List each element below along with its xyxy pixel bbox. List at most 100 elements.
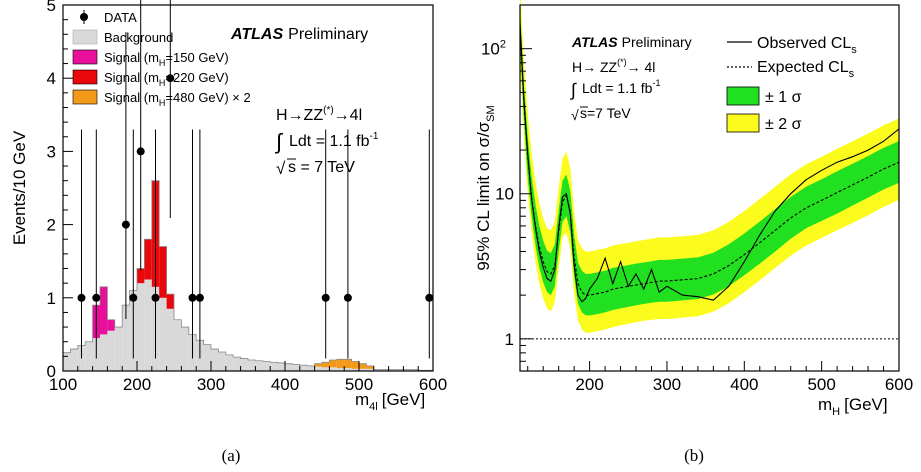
a-bar-bg-1 xyxy=(70,349,78,371)
a-x-axis-label: m4l [GeV] xyxy=(355,390,425,413)
a-bar-bg-23 xyxy=(233,357,241,371)
b-band-1sigma xyxy=(520,8,899,316)
a-histogram-bars xyxy=(62,180,433,371)
a-legend-sig150: Signal (mH=150 GeV) xyxy=(104,50,229,68)
a-x-tick-label-0: 100 xyxy=(49,375,77,394)
b-plot-frame xyxy=(519,4,900,372)
a-process-label: H→ZZ(*)→4l xyxy=(276,105,362,124)
a-bar-bg-31 xyxy=(292,364,300,371)
b-legend-band2-swatch xyxy=(726,113,760,133)
a-x-tick-label-1: 200 xyxy=(123,375,151,394)
a-data-point-4 xyxy=(136,147,145,156)
b-y-tick-label-2: 102 xyxy=(481,39,506,59)
panel-b-limit: 200 300 400 500 600 1 10 102 95% CL limit on σ/… xyxy=(474,0,913,418)
a-data-point-0 xyxy=(77,293,86,302)
a-bar-bg-24 xyxy=(240,358,248,371)
a-bar-bg-42 xyxy=(373,369,382,371)
a-bar-bg-29 xyxy=(277,362,285,371)
a-y-tick-label-5: 5 xyxy=(47,0,56,15)
a-y-tick-label-4: 4 xyxy=(47,69,56,88)
a-data-point-10 xyxy=(343,293,352,302)
a-data-points xyxy=(77,0,434,359)
a-bar-bg-32 xyxy=(299,365,308,371)
b-x-tick-label-2: 400 xyxy=(730,375,758,394)
a-legend: DATA Background Signal (mH=150 GeV) Sign… xyxy=(72,10,251,108)
a-stack-outline xyxy=(62,180,433,371)
a-bar-bg-33 xyxy=(307,365,315,371)
a-bar-bg-7 xyxy=(114,327,123,371)
a-bar-s480-37 xyxy=(336,359,345,369)
a-bar-bg-34 xyxy=(314,366,322,371)
b-legend-expected: Expected CLs xyxy=(757,59,855,80)
a-y-tick-label-3: 3 xyxy=(47,142,56,161)
a-legend-background-swatch xyxy=(72,29,98,45)
b-integral-sign: ∫ xyxy=(569,80,577,100)
a-bar-bg-26 xyxy=(255,360,263,371)
b-legend-band2: ± 2 σ xyxy=(765,116,802,133)
a-data-point-2 xyxy=(121,220,130,229)
a-bar-bg-27 xyxy=(262,361,271,371)
b-band-2sigma xyxy=(520,0,899,333)
b-y-tick-label-0: 1 xyxy=(505,330,514,349)
b-expected-line xyxy=(519,27,900,296)
a-plot-frame xyxy=(62,4,434,372)
a-bar-bg-46 xyxy=(403,369,411,371)
b-limit-plot xyxy=(519,0,900,340)
a-energy-label: s = 7 TeV xyxy=(288,159,355,176)
a-bar-s220-10 xyxy=(137,268,145,284)
a-atlas-label: ATLAS Preliminary xyxy=(230,26,368,43)
b-legend: Observed CLs Expected CLs ± 1 σ ± 2 σ xyxy=(726,35,857,133)
a-y-axis-label: Events/10 GeV xyxy=(10,130,29,245)
a-bar-bg-25 xyxy=(248,360,256,371)
a-x-tick-label-4: 500 xyxy=(345,375,373,394)
b-energy-label: s=7 TeV xyxy=(580,105,631,121)
a-bar-bg-14 xyxy=(166,308,174,371)
a-bar-bg-20 xyxy=(211,349,219,371)
a-bar-bg-0 xyxy=(63,352,71,371)
a-bar-bg-40 xyxy=(359,368,367,371)
a-data-point-1 xyxy=(92,293,101,302)
b-lumi-label: Ldt = 1.1 fb-1 xyxy=(582,78,660,96)
a-legend-sig220-swatch xyxy=(72,69,98,85)
a-bar-s220-13 xyxy=(159,246,167,298)
a-bar-bg-16 xyxy=(181,327,189,371)
a-bar-s480-34 xyxy=(314,363,322,367)
a-bar-bg-44 xyxy=(388,369,396,371)
a-bar-bg-43 xyxy=(381,369,389,371)
a-bar-s480-38 xyxy=(344,359,352,369)
a-data-point-9 xyxy=(321,293,330,302)
panel-a-histogram: 100 200 300 400 500 600 0 1 2 3 4 5 Events/10 GeV m… xyxy=(10,0,447,413)
a-bar-bg-15 xyxy=(174,319,182,371)
b-observed-line xyxy=(519,23,900,303)
a-legend-data: DATA xyxy=(104,10,137,25)
a-x-tick-label-3: 400 xyxy=(271,375,299,394)
a-bar-s220-11 xyxy=(144,239,152,280)
a-legend-background: Background xyxy=(104,30,173,45)
a-legend-sig150-swatch xyxy=(72,49,98,65)
caption-b: (b) xyxy=(684,446,704,465)
a-bar-bg-19 xyxy=(203,344,211,371)
a-bar-bg-11 xyxy=(144,279,152,371)
a-bar-bg-41 xyxy=(366,368,374,371)
a-bar-bg-21 xyxy=(218,351,226,371)
a-bar-s150-6 xyxy=(107,319,115,331)
a-bar-bg-3 xyxy=(85,341,93,371)
a-y-tick-label-0: 0 xyxy=(47,362,56,381)
a-bar-bg-38 xyxy=(344,368,352,371)
a-bar-s220-14 xyxy=(166,294,174,309)
a-bar-s480-36 xyxy=(329,360,337,368)
a-bar-bg-45 xyxy=(396,369,404,371)
a-data-point-3 xyxy=(129,293,138,302)
b-legend-band1: ± 1 σ xyxy=(765,89,802,106)
a-legend-sig220: Signal (mH=220 GeV) xyxy=(104,70,229,88)
a-data-point-5 xyxy=(151,293,160,302)
a-x-tick-label-2: 300 xyxy=(197,375,225,394)
a-data-point-7 xyxy=(188,293,197,302)
b-x-tick-label-0: 200 xyxy=(575,375,603,394)
a-axis-ticks: 100 200 300 400 500 600 0 1 2 3 4 5 xyxy=(47,0,448,394)
a-integral-sign: ∫ xyxy=(274,129,284,154)
a-sqrt-sign: √ xyxy=(276,159,286,178)
a-bar-bg-30 xyxy=(285,363,293,371)
a-bar-bg-13 xyxy=(159,297,167,371)
